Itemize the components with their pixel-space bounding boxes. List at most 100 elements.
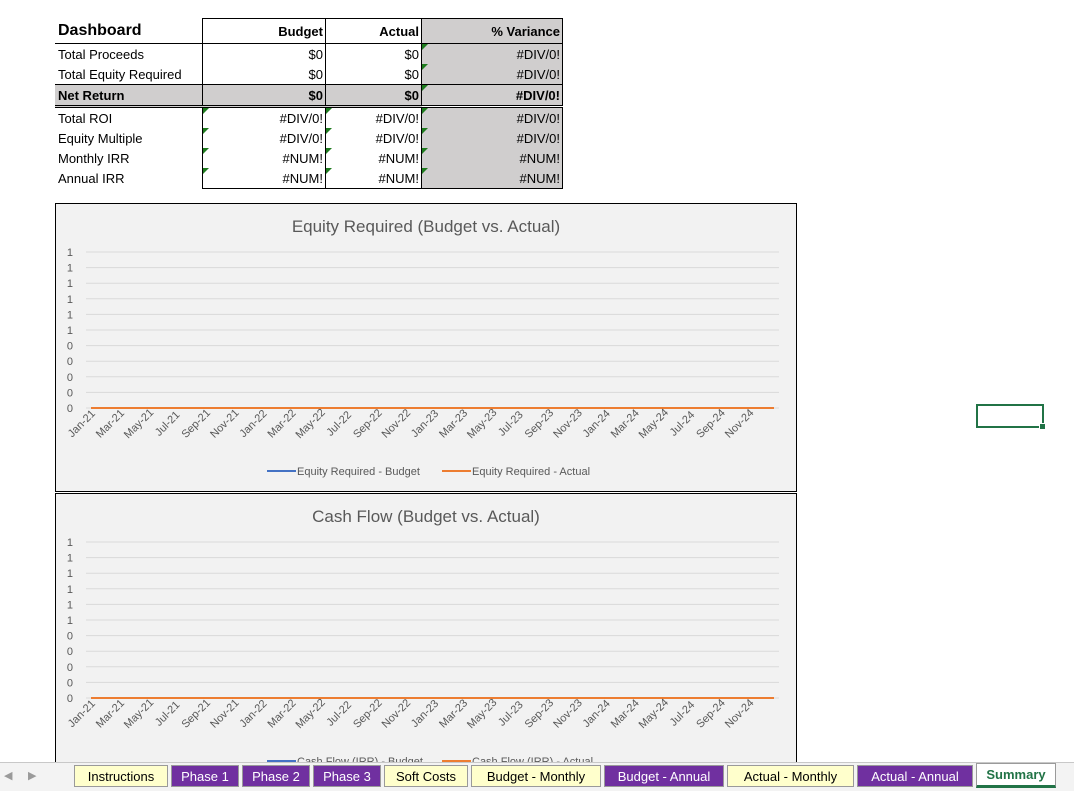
x-tick-label: May-24: [637, 407, 671, 441]
budget-cell[interactable]: #DIV/0!: [203, 128, 326, 148]
budget-cell[interactable]: #NUM!: [203, 168, 326, 189]
x-tick-label: Nov-22: [380, 407, 414, 441]
x-tick-label: Jul-24: [668, 699, 698, 729]
y-tick-label: 0: [67, 341, 73, 353]
tab-phase-1[interactable]: Phase 1: [171, 765, 239, 787]
y-tick-label: 1: [67, 615, 73, 627]
variance-cell[interactable]: #DIV/0!: [422, 128, 563, 148]
row-label[interactable]: Total ROI: [55, 107, 203, 129]
y-tick-label: 0: [67, 662, 73, 674]
x-tick-label: May-21: [122, 407, 156, 441]
cash-flow-chart-svg: Cash Flow (Budget vs. Actual) 1 1 1 1 1 1 0 0 0 0 0…: [56, 494, 796, 784]
actual-cell[interactable]: #NUM!: [326, 168, 422, 189]
x-tick-label: Jul-22: [324, 409, 354, 439]
y-tick-label: 0: [67, 372, 73, 384]
legend-label-actual: Equity Required - Actual: [472, 466, 590, 478]
y-tick-label: 1: [67, 568, 73, 580]
actual-cell[interactable]: #DIV/0!: [326, 107, 422, 129]
actual-cell[interactable]: $0: [326, 64, 422, 85]
tab-summary[interactable]: Summary: [976, 763, 1056, 788]
dashboard-title[interactable]: Dashboard: [55, 19, 203, 44]
actual-cell[interactable]: #DIV/0!: [326, 128, 422, 148]
x-tick-label: Nov-22: [380, 697, 414, 731]
actual-header[interactable]: Actual: [326, 19, 422, 44]
scroll-right-icon[interactable]: ▶: [28, 769, 36, 782]
x-tick-label: May-23: [465, 407, 499, 441]
x-tick-label: Sep-23: [523, 697, 557, 731]
y-tick-label: 1: [67, 309, 73, 321]
sheet-tab-bar: ◀ ▶ Instructions Phase 1 Phase 2 Phase 3…: [0, 762, 1074, 791]
row-label[interactable]: Annual IRR: [55, 168, 203, 189]
x-tick-label: May-23: [465, 697, 499, 731]
x-tick-label: Jul-21: [153, 699, 183, 729]
tab-phase-2[interactable]: Phase 2: [242, 765, 310, 787]
variance-header[interactable]: % Variance: [422, 19, 563, 44]
x-tick-label: Jan-22: [237, 408, 269, 440]
y-tick-label: 1: [67, 294, 73, 306]
y-tick-label: 0: [67, 693, 73, 705]
budget-header[interactable]: Budget: [203, 19, 326, 44]
x-tick-label: Mar-22: [266, 407, 299, 440]
table-row: Total Proceeds $0 $0 #DIV/0!: [55, 44, 563, 65]
actual-cell[interactable]: #NUM!: [326, 148, 422, 168]
variance-cell[interactable]: #NUM!: [422, 168, 563, 189]
row-label[interactable]: Total Proceeds: [55, 44, 203, 65]
x-tick-label: Jul-24: [668, 409, 698, 439]
x-tick-label: Nov-24: [723, 407, 757, 441]
cash-flow-chart[interactable]: Cash Flow (Budget vs. Actual) 1 1 1 1 1 1 0 0 0 0 0…: [55, 493, 797, 785]
x-tick-label: Jul-22: [324, 699, 354, 729]
table-row: Total ROI #DIV/0! #DIV/0! #DIV/0!: [55, 107, 563, 129]
y-tick-label: 0: [67, 631, 73, 643]
y-tick-label: 1: [67, 278, 73, 290]
tab-soft-costs[interactable]: Soft Costs: [384, 765, 468, 787]
x-tick-label: Nov-24: [723, 697, 757, 731]
tab-budget-annual[interactable]: Budget - Annual: [604, 765, 724, 787]
x-tick-label: Mar-23: [437, 697, 470, 730]
y-tick-label: 1: [67, 537, 73, 549]
variance-cell[interactable]: #DIV/0!: [422, 85, 563, 107]
x-tick-label: Nov-23: [551, 697, 585, 731]
chart-title: Equity Required (Budget vs. Actual): [292, 217, 560, 236]
scroll-left-icon[interactable]: ◀: [4, 769, 12, 782]
budget-cell[interactable]: $0: [203, 85, 326, 107]
x-tick-label: May-22: [293, 697, 327, 731]
x-tick-label: Mar-22: [266, 697, 299, 730]
table-row: Total Equity Required $0 $0 #DIV/0!: [55, 64, 563, 85]
row-label[interactable]: Monthly IRR: [55, 148, 203, 168]
x-tick-label: Nov-21: [208, 697, 242, 731]
actual-cell[interactable]: $0: [326, 85, 422, 107]
tab-actual-annual[interactable]: Actual - Annual: [857, 765, 973, 787]
x-tick-label: Jan-22: [237, 698, 269, 730]
selected-cell[interactable]: [976, 404, 1044, 428]
y-tick-label: 1: [67, 599, 73, 611]
y-tick-label: 1: [67, 553, 73, 565]
y-tick-label: 0: [67, 677, 73, 689]
x-tick-label: Mar-24: [609, 407, 642, 440]
x-tick-label: May-22: [293, 407, 327, 441]
y-tick-label: 0: [67, 387, 73, 399]
table-row: Equity Multiple #DIV/0! #DIV/0! #DIV/0!: [55, 128, 563, 148]
budget-cell[interactable]: $0: [203, 44, 326, 65]
x-tick-label: Mar-21: [94, 407, 127, 440]
tab-budget-monthly[interactable]: Budget - Monthly: [471, 765, 601, 787]
tab-actual-monthly[interactable]: Actual - Monthly: [727, 765, 854, 787]
tab-instructions[interactable]: Instructions: [74, 765, 168, 787]
row-label[interactable]: Total Equity Required: [55, 64, 203, 85]
variance-cell[interactable]: #DIV/0!: [422, 64, 563, 85]
budget-cell[interactable]: $0: [203, 64, 326, 85]
variance-cell[interactable]: #DIV/0!: [422, 44, 563, 65]
variance-cell[interactable]: #DIV/0!: [422, 107, 563, 129]
variance-cell[interactable]: #NUM!: [422, 148, 563, 168]
row-label[interactable]: Net Return: [55, 85, 203, 107]
equity-required-chart[interactable]: Equity Required (Budget vs. Actual) 1 1 1 1 1…: [55, 203, 797, 492]
budget-cell[interactable]: #NUM!: [203, 148, 326, 168]
row-label[interactable]: Equity Multiple: [55, 128, 203, 148]
x-tick-label: Sep-21: [179, 407, 213, 441]
table-row-net-return: Net Return $0 $0 #DIV/0!: [55, 85, 563, 107]
x-tick-label: Sep-24: [694, 697, 728, 731]
tab-phase-3[interactable]: Phase 3: [313, 765, 381, 787]
actual-cell[interactable]: $0: [326, 44, 422, 65]
x-tick-label: Jan-23: [409, 408, 441, 440]
x-tick-label: Sep-21: [179, 697, 213, 731]
budget-cell[interactable]: #DIV/0!: [203, 107, 326, 129]
